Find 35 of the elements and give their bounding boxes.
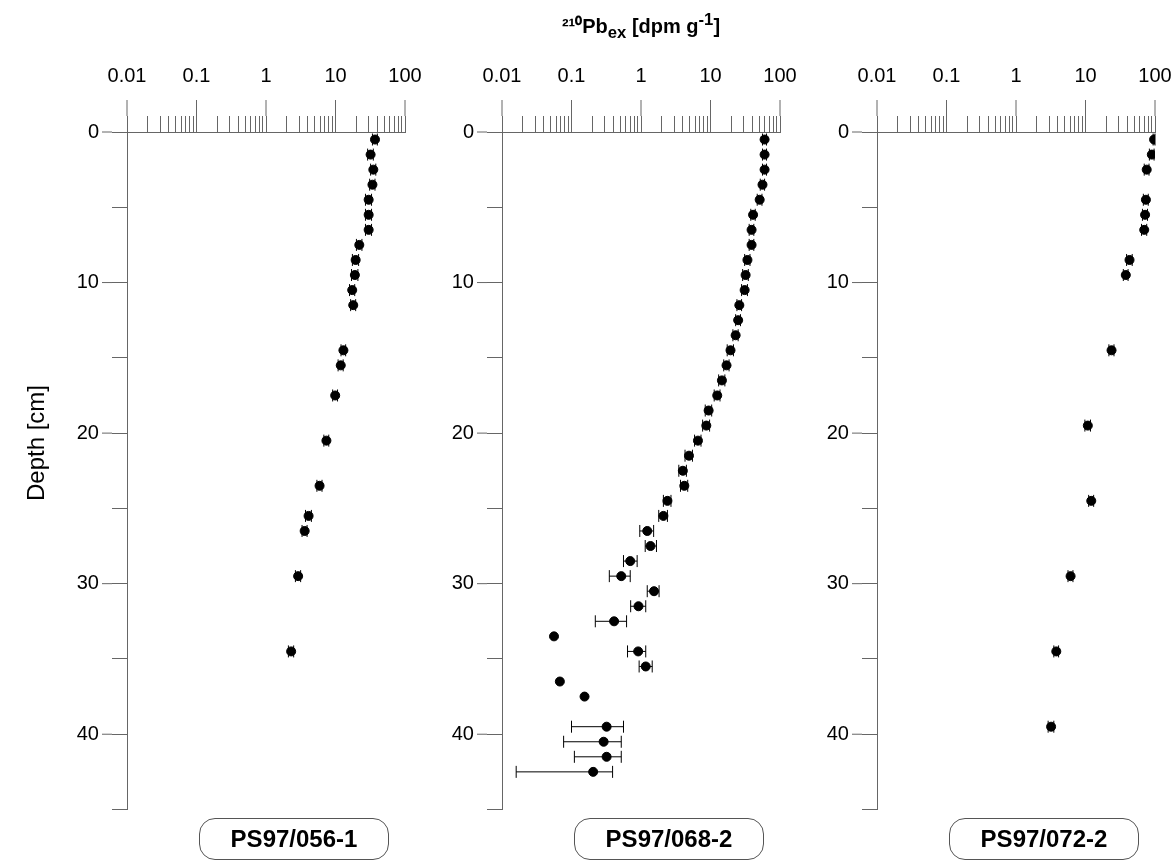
x-tick-label: 1 xyxy=(635,63,647,86)
y-tick-label: 20 xyxy=(451,420,474,443)
y-tick-label: 10 xyxy=(76,270,99,293)
x-tick-label: 0.1 xyxy=(182,63,211,86)
y-axis-title: Depth [cm] xyxy=(22,384,50,504)
x-tick-label: 10 xyxy=(699,63,722,86)
y-tick-label: 20 xyxy=(76,420,99,443)
y-tick-label: 0 xyxy=(462,119,474,142)
x-tick-label: 0.01 xyxy=(482,63,522,86)
x-tick-label: 0.1 xyxy=(932,63,961,86)
x-tick-label: 10 xyxy=(1074,63,1097,86)
x-tick-label: 0.1 xyxy=(557,63,586,86)
text: PS97/056-1 xyxy=(199,818,389,860)
text: PS97/068-2 xyxy=(574,818,764,860)
x-tick-label: 0.01 xyxy=(107,63,147,86)
y-tick-label: 20 xyxy=(826,420,849,443)
x-tick-label: 1 xyxy=(1010,63,1022,86)
y-tick-label: 30 xyxy=(451,571,474,594)
x-tick-label: 100 xyxy=(1138,63,1172,86)
y-tick-label: 40 xyxy=(451,721,474,744)
x-tick-label: 10 xyxy=(324,63,347,86)
y-tick-label: 40 xyxy=(826,721,849,744)
text: PS97/072-2 xyxy=(949,818,1139,860)
y-tick-label: 10 xyxy=(451,270,474,293)
y-tick-label: 30 xyxy=(76,571,99,594)
x-tick-label: 0.01 xyxy=(857,63,897,86)
y-tick-label: 0 xyxy=(87,119,99,142)
x-tick-label: 100 xyxy=(388,63,422,86)
y-tick-label: 30 xyxy=(826,571,849,594)
x-tick-label: 100 xyxy=(763,63,797,86)
y-tick-label: 0 xyxy=(837,119,849,142)
x-axis-title: ²¹⁰Pb$_{ex}$ [dpm g$^{-1}$] xyxy=(560,10,722,43)
y-tick-label: 40 xyxy=(76,721,99,744)
y-tick-label: 10 xyxy=(826,270,849,293)
x-tick-label: 1 xyxy=(260,63,272,86)
